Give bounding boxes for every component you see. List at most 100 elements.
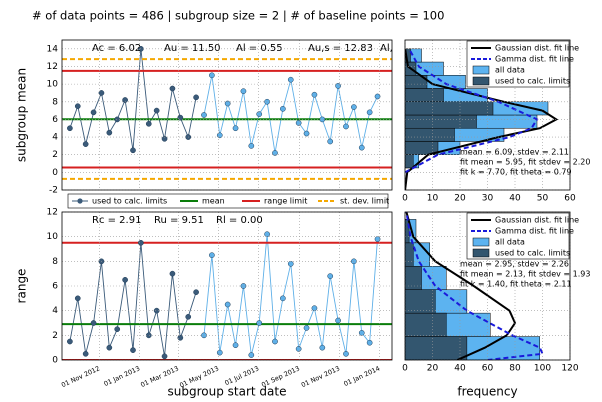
y-tick-label: 4 xyxy=(52,306,58,316)
plot-area xyxy=(405,212,544,360)
data-point xyxy=(287,76,294,83)
x-tick-label: 0 xyxy=(402,364,408,374)
hist-bar xyxy=(405,266,422,290)
data-point xyxy=(185,313,192,320)
y-tick-label: -2 xyxy=(49,186,58,196)
data-point xyxy=(122,97,128,103)
chart-title: # of data points = 486 | subgroup size =… xyxy=(32,9,444,23)
data-point xyxy=(311,91,318,98)
data-point xyxy=(335,83,341,89)
plot-frame xyxy=(61,39,393,191)
x-tick-label: 50 xyxy=(537,194,549,204)
data-point xyxy=(74,295,81,302)
legend-label: used to calc. limits xyxy=(92,197,167,206)
data-point xyxy=(343,350,349,357)
y-tick-label: 2 xyxy=(52,331,58,341)
data-point xyxy=(153,107,160,114)
data-point xyxy=(358,144,365,151)
data-point xyxy=(122,276,128,283)
legend: Gaussian dist. fit line Gamma dist. fit l… xyxy=(466,40,579,88)
x-tick-label: 20 xyxy=(454,194,466,204)
y-tick-label: 8 xyxy=(52,97,58,107)
y-tick-label: 12 xyxy=(47,62,58,72)
x-tick-label: 40 xyxy=(509,194,521,204)
data-point xyxy=(67,125,73,132)
x-tick-label: 60 xyxy=(482,364,494,374)
data-point xyxy=(161,353,168,360)
data-point xyxy=(224,301,231,308)
data-point xyxy=(177,334,184,341)
data-point xyxy=(256,320,263,326)
data-point xyxy=(264,98,270,105)
limit-label: Rc = 2.91 xyxy=(92,215,141,226)
data-point xyxy=(303,325,310,331)
stats-text: fit mean = 5.95, fit stdev = 2.20 xyxy=(460,158,590,167)
x-tick-label: 0 xyxy=(402,194,408,204)
y-tick-label: 2 xyxy=(52,150,58,160)
data-point xyxy=(82,141,89,147)
stats-text: fit mean = 2.13, fit stdev = 1.93 xyxy=(460,270,590,279)
data-point xyxy=(256,111,263,117)
hist-bar xyxy=(405,88,444,103)
data-point xyxy=(287,260,294,267)
data-point xyxy=(366,109,373,116)
limit-label: Rl = 0.00 xyxy=(216,215,263,226)
data-point xyxy=(303,130,310,137)
data-point xyxy=(224,100,231,107)
plot-area xyxy=(405,48,559,190)
x-tick-label: 80 xyxy=(509,364,521,374)
legend-label: Gaussian dist. fit line xyxy=(495,44,579,53)
data-point xyxy=(216,349,223,356)
data-point xyxy=(106,129,113,136)
legend-label: Gaussian dist. fit line xyxy=(495,216,579,225)
hist-bar xyxy=(405,114,477,129)
data-point xyxy=(232,125,239,132)
limit-label: Au,s = 12.83 xyxy=(308,43,373,54)
legend-label: mean xyxy=(202,197,225,206)
legend-label: Gamma dist. fit line xyxy=(495,55,574,64)
legend-label: all data xyxy=(495,238,525,247)
data-point xyxy=(295,346,302,352)
data-point xyxy=(169,270,176,277)
plot-frame xyxy=(404,211,571,361)
data-point xyxy=(311,305,318,312)
legend-swatch xyxy=(472,76,490,86)
data-point xyxy=(106,344,113,351)
legend-label: st. dev. limit xyxy=(340,197,389,206)
data-point xyxy=(240,88,247,95)
data-point xyxy=(145,120,152,127)
limit-label: Ru = 9.51 xyxy=(154,215,204,226)
y-axis-label: subgroup mean xyxy=(15,68,29,162)
limit-label: Au = 11.50 xyxy=(164,43,221,54)
data-point xyxy=(169,85,176,92)
plot-frame xyxy=(61,211,393,361)
data-point xyxy=(90,109,97,116)
limit-label: Ac = 6.02 xyxy=(92,43,141,54)
data-point xyxy=(193,289,199,296)
data-point xyxy=(201,112,207,118)
x-tick-label: 20 xyxy=(427,364,439,374)
data-point xyxy=(153,307,160,314)
legend-swatch xyxy=(472,248,490,258)
data-point xyxy=(138,239,144,246)
data-point xyxy=(366,339,373,346)
y-axis-label: range xyxy=(15,269,29,304)
legend-label: range limit xyxy=(264,197,307,206)
data-point xyxy=(74,103,81,110)
y-tick-label: 12 xyxy=(47,208,58,218)
legend-box xyxy=(67,193,389,209)
legend-label: all data xyxy=(495,66,525,75)
legend-swatch xyxy=(472,237,490,247)
y-tick-label: 6 xyxy=(52,282,58,292)
x-tick-label: 40 xyxy=(454,364,466,374)
x-tick-label: 30 xyxy=(482,194,494,204)
data-point xyxy=(209,252,215,259)
legend-label: Gamma dist. fit line xyxy=(495,227,574,236)
hist-bar xyxy=(405,101,494,116)
hist-bar xyxy=(405,127,455,142)
legend-label: used to calc. limits xyxy=(495,249,570,258)
data-point xyxy=(295,120,302,126)
data-point xyxy=(161,135,168,142)
legend-swatch xyxy=(472,65,490,75)
data-point xyxy=(327,273,334,279)
